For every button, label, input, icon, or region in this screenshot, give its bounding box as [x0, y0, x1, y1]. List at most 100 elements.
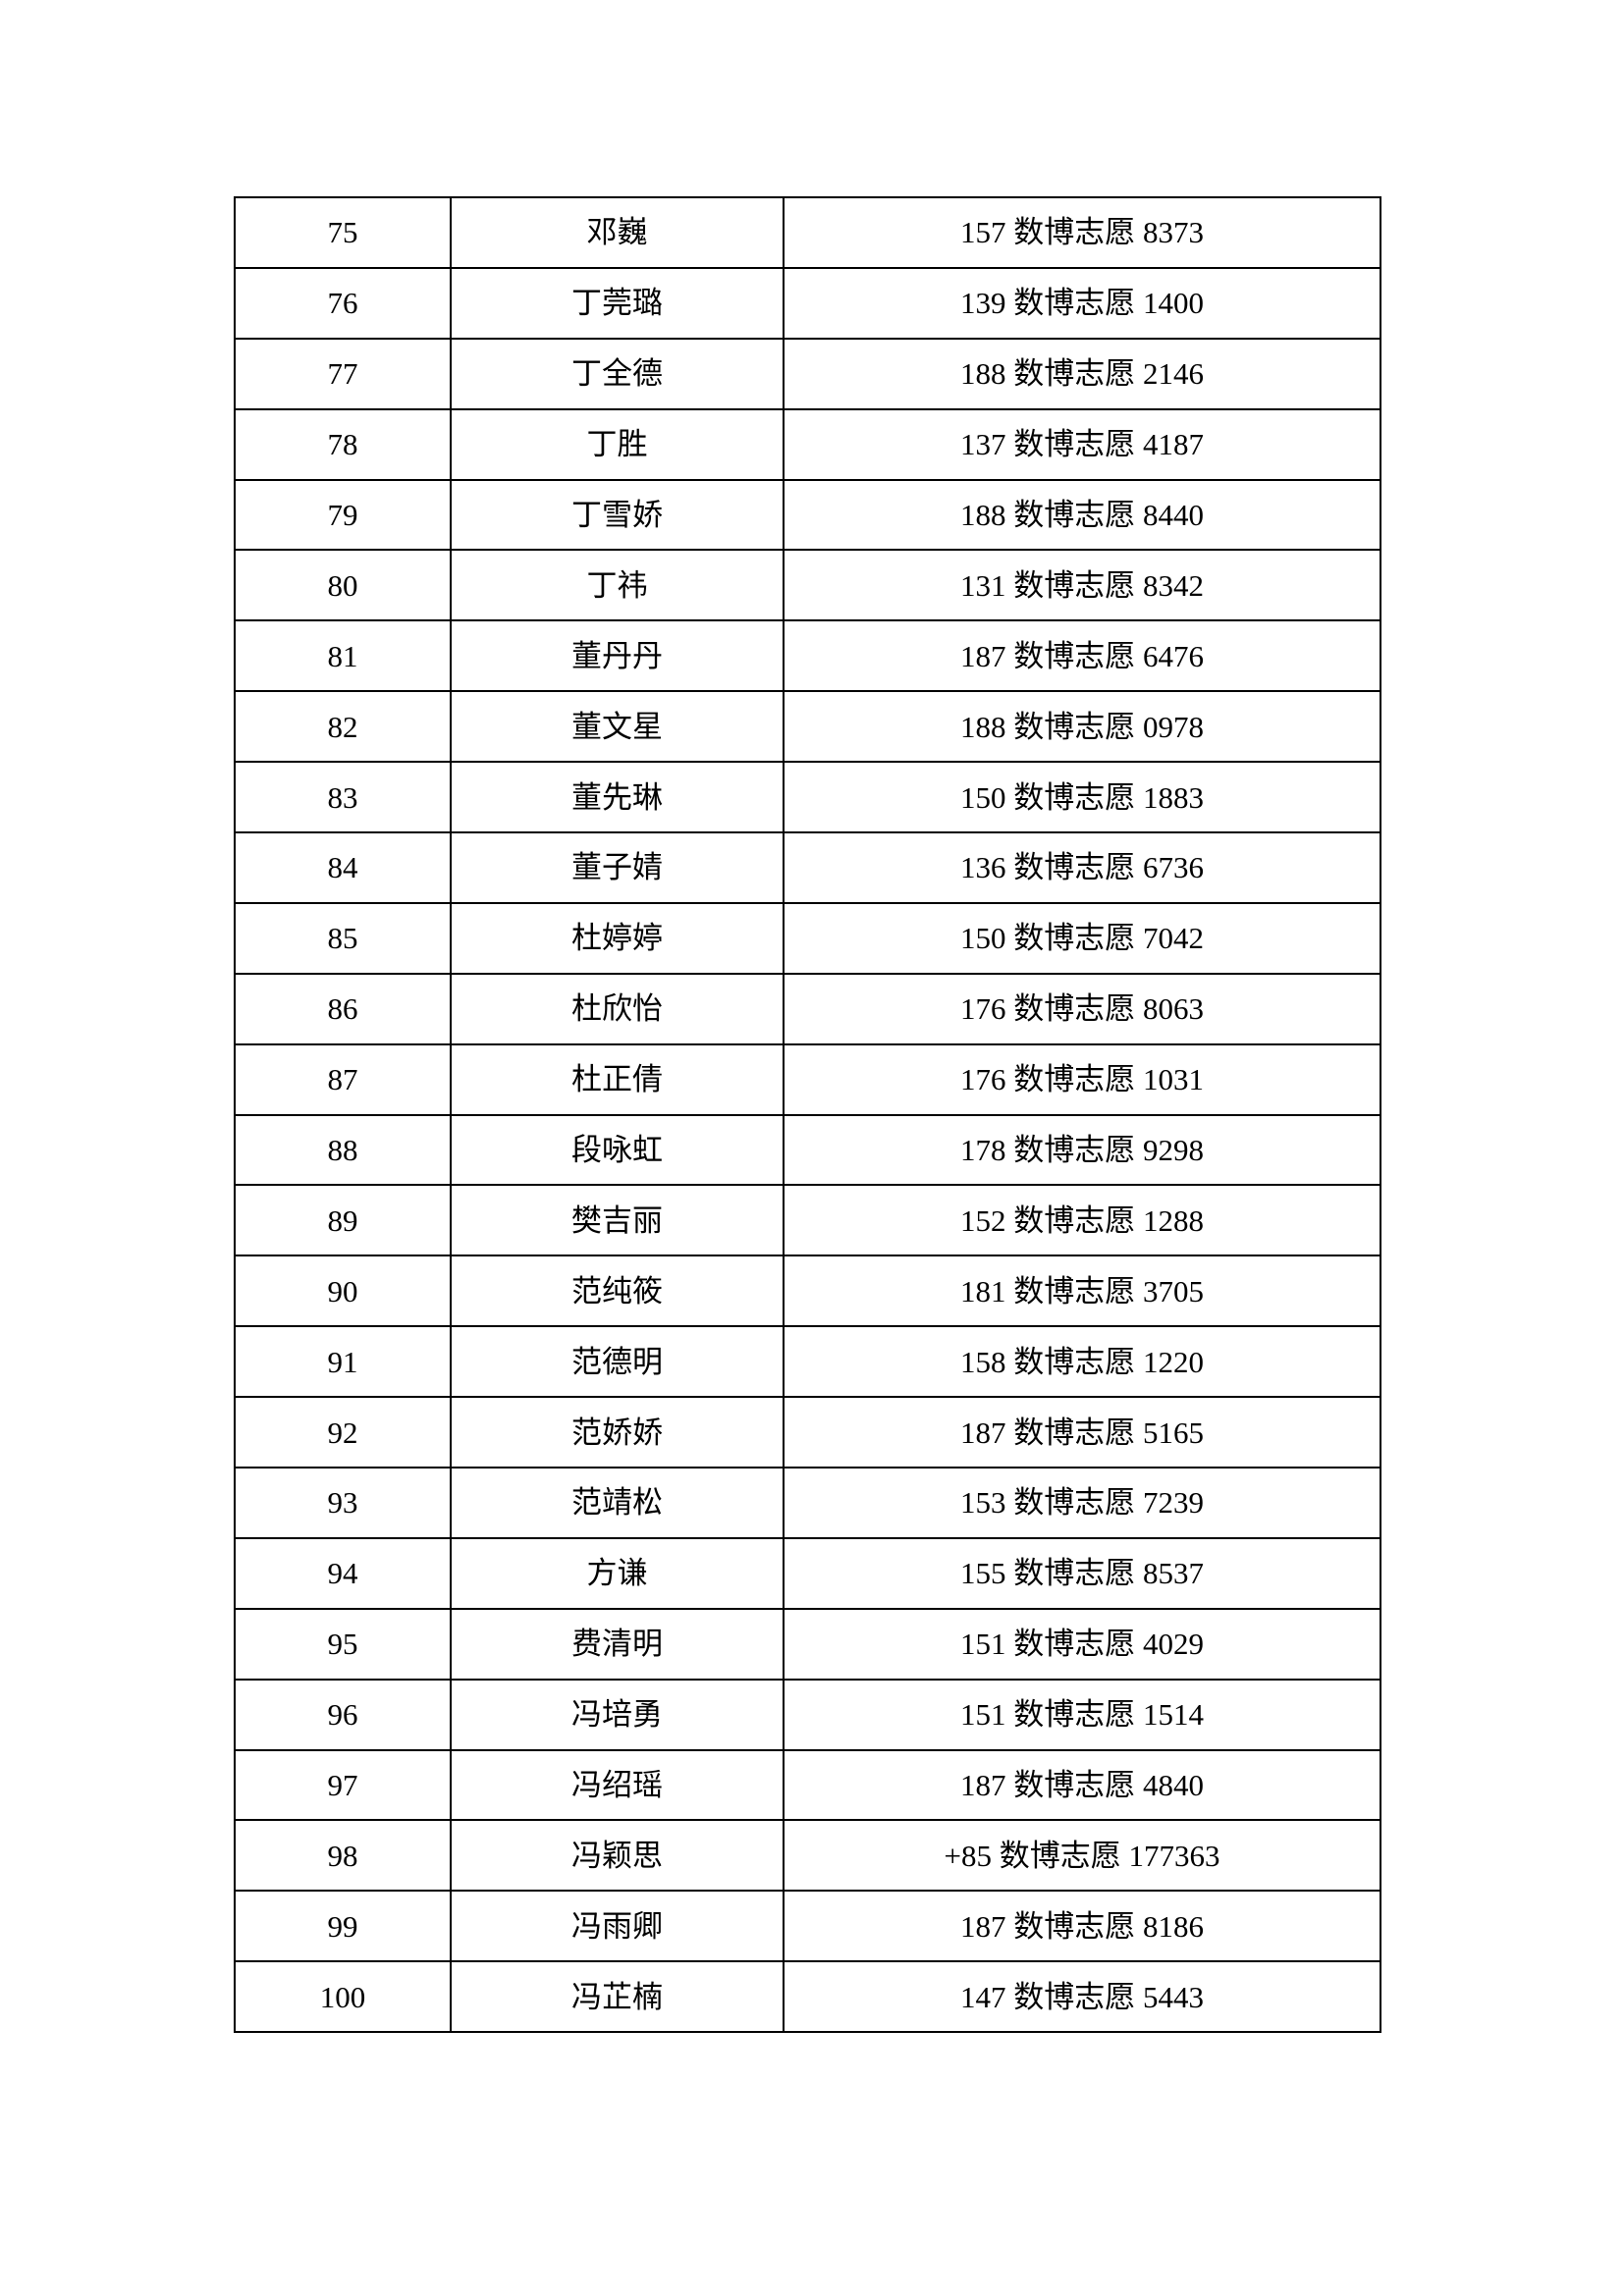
- table-row: 93 范靖松 153 数博志愿 7239: [234, 1467, 1381, 1539]
- name-cell: 冯雨卿: [450, 1890, 785, 1963]
- row-number-cell: 98: [234, 1819, 452, 1893]
- name-cell: 邓巍: [450, 196, 785, 269]
- contact-cell: 150 数博志愿 1883: [783, 761, 1381, 834]
- name-cell: 范德明: [450, 1325, 785, 1399]
- row-number-cell: 100: [234, 1960, 452, 2034]
- table-row: 75 邓巍 157 数博志愿 8373: [234, 196, 1381, 269]
- name-cell: 丁全德: [450, 337, 785, 410]
- name-cell: 段咏虹: [450, 1113, 785, 1187]
- name-cell: 丁雪娇: [450, 478, 785, 552]
- name-cell: 董丹丹: [450, 619, 785, 693]
- row-number-cell: 86: [234, 972, 452, 1045]
- table-row: 83 董先琳 150 数博志愿 1883: [234, 761, 1381, 834]
- name-cell: 樊吉丽: [450, 1184, 785, 1257]
- contact-cell: 187 数博志愿 6476: [783, 619, 1381, 693]
- name-cell: 冯芷楠: [450, 1960, 785, 2034]
- table-row: 85 杜婷婷 150 数博志愿 7042: [234, 901, 1381, 975]
- contact-cell: 131 数博志愿 8342: [783, 549, 1381, 622]
- name-cell: 冯绍瑶: [450, 1748, 785, 1822]
- contact-cell: 176 数博志愿 8063: [783, 972, 1381, 1045]
- row-number-cell: 95: [234, 1607, 452, 1681]
- table-row: 92 范娇娇 187 数博志愿 5165: [234, 1396, 1381, 1469]
- contact-cell: 188 数博志愿 2146: [783, 337, 1381, 410]
- row-number-cell: 75: [234, 196, 452, 269]
- name-cell: 丁莞璐: [450, 266, 785, 340]
- row-number-cell: 83: [234, 761, 452, 834]
- row-number-cell: 82: [234, 690, 452, 764]
- table-row: 95 费清明 151 数博志愿 4029: [234, 1607, 1381, 1681]
- table-row: 77 丁全德 188 数博志愿 2146: [234, 337, 1381, 410]
- name-cell: 董文星: [450, 690, 785, 764]
- table-row: 90 范纯筱 181 数博志愿 3705: [234, 1255, 1381, 1328]
- table-row: 99 冯雨卿 187 数博志愿 8186: [234, 1890, 1381, 1963]
- table-row: 91 范德明 158 数博志愿 1220: [234, 1325, 1381, 1399]
- table-row: 82 董文星 188 数博志愿 0978: [234, 690, 1381, 764]
- table-row: 88 段咏虹 178 数博志愿 9298: [234, 1113, 1381, 1187]
- contact-cell: 187 数博志愿 4840: [783, 1748, 1381, 1822]
- name-cell: 杜婷婷: [450, 901, 785, 975]
- contact-cell: 188 数博志愿 0978: [783, 690, 1381, 764]
- name-cell: 费清明: [450, 1607, 785, 1681]
- contact-cell: 152 数博志愿 1288: [783, 1184, 1381, 1257]
- row-number-cell: 79: [234, 478, 452, 552]
- row-number-cell: 91: [234, 1325, 452, 1399]
- row-number-cell: 84: [234, 831, 452, 904]
- contact-cell: 153 数博志愿 7239: [783, 1467, 1381, 1539]
- contact-cell: 181 数博志愿 3705: [783, 1255, 1381, 1328]
- contact-cell: 136 数博志愿 6736: [783, 831, 1381, 904]
- table-row: 97 冯绍瑶 187 数博志愿 4840: [234, 1748, 1381, 1822]
- contact-cell: 157 数博志愿 8373: [783, 196, 1381, 269]
- name-cell: 范靖松: [450, 1467, 785, 1539]
- table-row: 96 冯培勇 151 数博志愿 1514: [234, 1678, 1381, 1751]
- row-number-cell: 93: [234, 1467, 452, 1539]
- name-cell: 冯培勇: [450, 1678, 785, 1751]
- row-number-cell: 78: [234, 407, 452, 481]
- name-cell: 杜欣怡: [450, 972, 785, 1045]
- name-cell: 范娇娇: [450, 1396, 785, 1469]
- row-number-cell: 89: [234, 1184, 452, 1257]
- roster-table: 75 邓巍 157 数博志愿 8373 76 丁莞璐 139 数博志愿 1400 77 丁全德…: [234, 196, 1381, 2034]
- contact-cell: +85 数博志愿 177363: [783, 1819, 1381, 1893]
- row-number-cell: 97: [234, 1748, 452, 1822]
- name-cell: 杜正倩: [450, 1042, 785, 1116]
- contact-cell: 151 数博志愿 4029: [783, 1607, 1381, 1681]
- table-row: 100 冯芷楠 147 数博志愿 5443: [234, 1960, 1381, 2034]
- row-number-cell: 96: [234, 1678, 452, 1751]
- table-row: 81 董丹丹 187 数博志愿 6476: [234, 619, 1381, 693]
- name-cell: 董子婧: [450, 831, 785, 904]
- row-number-cell: 87: [234, 1042, 452, 1116]
- name-cell: 范纯筱: [450, 1255, 785, 1328]
- contact-cell: 176 数博志愿 1031: [783, 1042, 1381, 1116]
- name-cell: 丁祎: [450, 549, 785, 622]
- contact-cell: 147 数博志愿 5443: [783, 1960, 1381, 2034]
- table-row: 89 樊吉丽 152 数博志愿 1288: [234, 1184, 1381, 1257]
- contact-cell: 187 数博志愿 8186: [783, 1890, 1381, 1963]
- name-cell: 方谦: [450, 1536, 785, 1610]
- row-number-cell: 92: [234, 1396, 452, 1469]
- contact-cell: 187 数博志愿 5165: [783, 1396, 1381, 1469]
- row-number-cell: 76: [234, 266, 452, 340]
- row-number-cell: 88: [234, 1113, 452, 1187]
- contact-cell: 155 数博志愿 8537: [783, 1536, 1381, 1610]
- table-row: 76 丁莞璐 139 数博志愿 1400: [234, 266, 1381, 340]
- row-number-cell: 94: [234, 1536, 452, 1610]
- contact-cell: 158 数博志愿 1220: [783, 1325, 1381, 1399]
- table-row: 84 董子婧 136 数博志愿 6736: [234, 831, 1381, 904]
- table-row: 98 冯颖思 +85 数博志愿 177363: [234, 1819, 1381, 1893]
- row-number-cell: 85: [234, 901, 452, 975]
- table-row: 78 丁胜 137 数博志愿 4187: [234, 407, 1381, 481]
- table-row: 80 丁祎 131 数博志愿 8342: [234, 549, 1381, 622]
- contact-cell: 139 数博志愿 1400: [783, 266, 1381, 340]
- table-row: 86 杜欣怡 176 数博志愿 8063: [234, 972, 1381, 1045]
- row-number-cell: 77: [234, 337, 452, 410]
- name-cell: 冯颖思: [450, 1819, 785, 1893]
- name-cell: 董先琳: [450, 761, 785, 834]
- contact-cell: 137 数博志愿 4187: [783, 407, 1381, 481]
- row-number-cell: 81: [234, 619, 452, 693]
- row-number-cell: 99: [234, 1890, 452, 1963]
- name-cell: 丁胜: [450, 407, 785, 481]
- table-row: 87 杜正倩 176 数博志愿 1031: [234, 1042, 1381, 1116]
- contact-cell: 151 数博志愿 1514: [783, 1678, 1381, 1751]
- table-row: 79 丁雪娇 188 数博志愿 8440: [234, 478, 1381, 552]
